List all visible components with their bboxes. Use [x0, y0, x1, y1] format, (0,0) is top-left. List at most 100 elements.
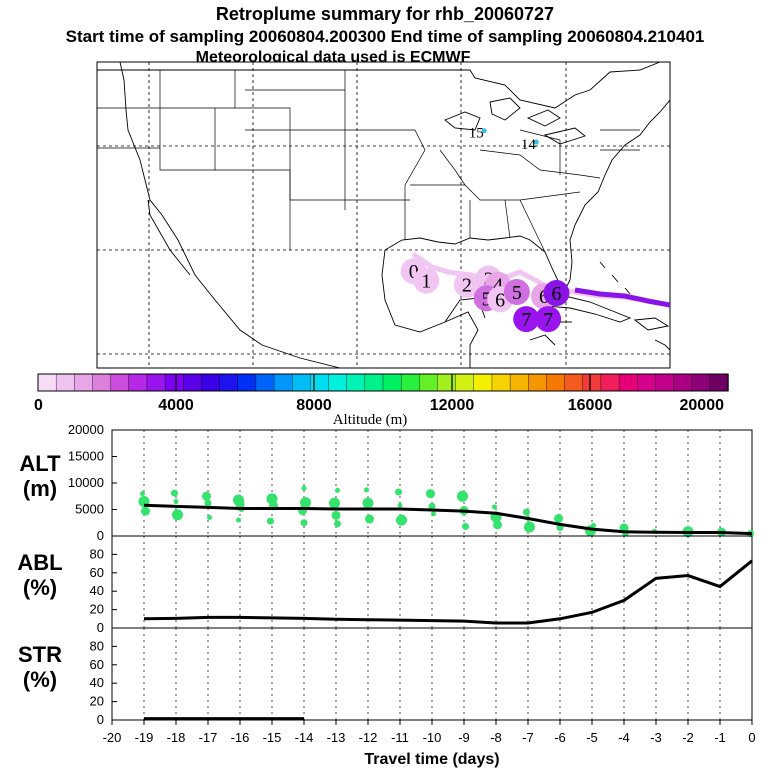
- altitude-point: [365, 514, 374, 524]
- colorbar-cell: [473, 373, 493, 392]
- y-axis-label: ALT: [19, 451, 61, 476]
- y-tick-label: 0: [97, 528, 104, 543]
- x-tick-label: -8: [490, 730, 502, 745]
- colorbar-cell: [92, 373, 112, 392]
- colorbar-cell: [201, 373, 221, 392]
- colorbar-cell: [709, 373, 729, 392]
- colorbar-cell: [237, 373, 257, 392]
- colorbar-cell: [691, 373, 711, 392]
- y-tick-label: 0: [97, 620, 104, 635]
- altitude-point: [141, 506, 150, 516]
- map-frame: [96, 61, 671, 369]
- colorbar-cell: [600, 373, 620, 392]
- x-tick-label: -10: [423, 730, 442, 745]
- plume-cluster-label: 2: [462, 275, 472, 297]
- altitude-point: [364, 487, 369, 493]
- altitude-point: [457, 490, 468, 502]
- colorbar-cell: [55, 373, 76, 392]
- x-tick-label: -17: [199, 730, 218, 745]
- altitude-point: [334, 520, 341, 528]
- y-axis-label: (%): [23, 667, 57, 692]
- colorbar-tick-label: 12000: [430, 397, 475, 414]
- altitude-point: [523, 508, 530, 516]
- x-tick-label: -20: [103, 730, 122, 745]
- sampling-times: Start time of sampling 20060804.200300 E…: [66, 27, 705, 46]
- plume-cluster-circle: [513, 306, 540, 333]
- plume-cluster-label: 6: [495, 289, 505, 311]
- panel-str: 80 60 40 20 0 STR(%): [18, 627, 753, 727]
- x-tick-label: -13: [327, 730, 346, 745]
- plume-cluster-label: 15: [469, 126, 484, 142]
- plume-cluster-circle: [503, 279, 530, 306]
- x-tick-label: -6: [554, 730, 566, 745]
- altitude-point: [300, 519, 308, 527]
- plume-cluster-dot: [533, 139, 539, 145]
- x-tick-label: -2: [682, 730, 694, 745]
- map-panel: 0123456567761514: [96, 61, 671, 369]
- altitude-point: [396, 514, 407, 526]
- colorbar-tick-label: 8000: [296, 397, 332, 414]
- plume-cluster-label: 5: [482, 288, 492, 310]
- y-axis-label: ABL: [17, 550, 62, 575]
- plume-cluster-label: 6: [539, 286, 549, 308]
- altitude-point: [329, 497, 340, 509]
- panel-abl: 80 60 40 20 0 ABL(%): [17, 535, 753, 635]
- altitude-point: [492, 504, 497, 510]
- altitude-point: [554, 514, 563, 524]
- colorbar-cell: [509, 373, 529, 392]
- colorbar-cell: [400, 373, 421, 392]
- plume-cluster-label: 6: [551, 283, 561, 305]
- x-tick-label: -19: [135, 730, 154, 745]
- colorbar-tick-label: 16000: [568, 397, 613, 414]
- plume-cluster-circle: [413, 267, 440, 294]
- colorbar-cell: [582, 373, 602, 392]
- y-axis-label: (m): [23, 476, 57, 501]
- plume-cluster-circle: [453, 271, 480, 298]
- series-line: [143, 559, 753, 625]
- colorbar: 0 4000 8000 12000 16000 20000 Altitude (m): [34, 373, 729, 428]
- altitude-point: [462, 522, 469, 530]
- altitude-point: [395, 488, 402, 496]
- plume-cluster-label: 7: [521, 309, 531, 331]
- colorbar-cell: [219, 373, 239, 392]
- colorbar-cell: [273, 373, 293, 392]
- colorbar-cell: [655, 373, 675, 392]
- x-tick-label: -3: [650, 730, 662, 745]
- altitude-point: [335, 487, 340, 493]
- x-tick-label: -14: [295, 730, 314, 745]
- colorbar-cell: [637, 373, 657, 392]
- colorbar-cell: [346, 373, 366, 392]
- colorbar-cell: [437, 373, 457, 392]
- x-tick-label: -18: [167, 730, 186, 745]
- colorbar-cell: [455, 373, 475, 392]
- series-line: [143, 503, 753, 536]
- y-axis-label: STR: [18, 642, 62, 667]
- plume-cluster-dot: [481, 128, 487, 134]
- altitude-point: [331, 510, 341, 520]
- colorbar-cell: [364, 373, 384, 392]
- colorbar-cell: [564, 373, 584, 392]
- altitude-point: [362, 497, 374, 509]
- x-tick-label: -11: [391, 730, 409, 745]
- colorbar-cell: [292, 373, 312, 392]
- colorbar-cell: [491, 373, 511, 392]
- colorbar-cell: [328, 373, 348, 392]
- colorbar-frame: [37, 373, 729, 392]
- x-tick-label: -1: [714, 730, 726, 745]
- altitude-point: [300, 497, 311, 509]
- plume-cluster-label: 7: [543, 309, 553, 331]
- altitude-point: [173, 499, 179, 505]
- colorbar-cell: [618, 373, 638, 392]
- y-tick-label: 20000: [68, 422, 104, 437]
- plume-cluster-label: 14: [521, 137, 537, 153]
- plume-cluster-circle: [543, 280, 570, 307]
- plume-cluster-label: 5: [512, 282, 522, 304]
- altitude-point: [397, 502, 403, 508]
- colorbar-tick-label: 4000: [158, 397, 194, 414]
- y-tick-label: 40: [90, 675, 104, 690]
- x-tick-label: -12: [359, 730, 378, 745]
- colorbar-cell: [110, 373, 130, 392]
- map-graticule: [97, 62, 670, 368]
- y-tick-label: 20: [90, 694, 104, 709]
